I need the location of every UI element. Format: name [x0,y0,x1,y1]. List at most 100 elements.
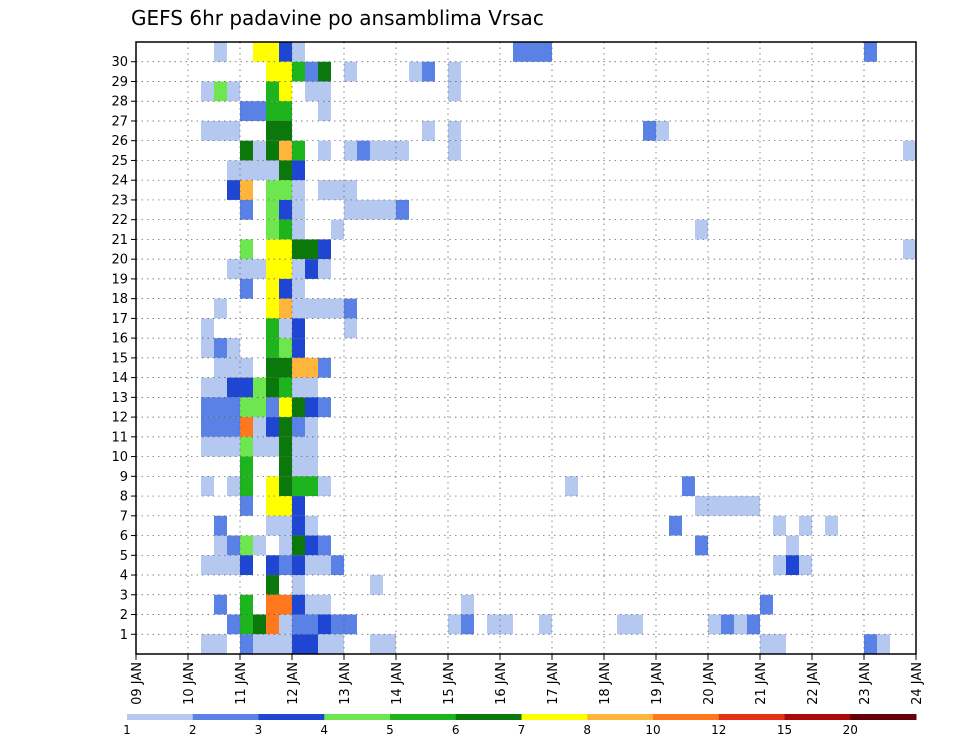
heatmap-cell [292,199,305,220]
heatmap-cell [201,120,214,141]
heatmap-cell [305,436,318,457]
heatmap-cell [760,634,773,654]
heatmap-cell [305,357,318,378]
heatmap-cell [227,357,240,378]
heatmap-cell [266,357,279,378]
heatmap-cell [240,357,253,378]
y-tick-label: 3 [120,588,128,603]
heatmap-cell [266,594,279,615]
heatmap-cell [331,180,344,200]
colorbar-swatch [784,714,851,720]
x-tick-label: 17 JAN [546,662,561,705]
heatmap-cell [266,614,279,635]
heatmap-cell [266,298,279,319]
heatmap-cell [773,634,786,654]
x-tick-label: 16 JAN [494,662,509,705]
heatmap-cell [279,259,292,279]
heatmap-cell [422,120,435,141]
heatmap-cell [318,594,331,615]
heatmap-cell [201,634,214,654]
heatmap-cell [864,634,877,654]
heatmap-cell [292,180,305,200]
heatmap-cell [279,318,292,339]
heatmap-cell [903,239,916,260]
heatmap-cell [240,634,253,654]
heatmap-cell [279,219,292,240]
heatmap-cell [279,180,292,200]
heatmap-cell [253,535,266,556]
heatmap-cell [500,614,513,635]
heatmap-cell [266,278,279,299]
heatmap-cell [292,377,305,398]
heatmap-cell [266,219,279,240]
heatmap-cell [266,61,279,82]
colorbar-label: 2 [189,723,197,737]
heatmap-cell [292,515,305,536]
colorbar-label: 4 [320,723,328,737]
heatmap-cell [279,42,292,62]
colorbar-label: 6 [452,723,460,737]
heatmap-cell [305,555,318,576]
heatmap-cell [786,555,799,576]
heatmap-cell [253,101,266,121]
heatmap-cell [305,594,318,615]
heatmap-cell [305,377,318,398]
y-tick-label: 24 [111,174,128,189]
heatmap-cell [344,140,357,161]
heatmap-cell [266,199,279,220]
heatmap-cell [227,338,240,358]
x-axis-ticks: 09 JAN 10 JAN 11 JAN 12 JAN 13 JAN 14 JAN 15 J… [130,654,925,705]
y-tick-label: 1 [120,628,128,643]
heatmap-cell [240,594,253,615]
colorbar-label: 12 [711,723,726,737]
heatmap-cell [201,81,214,102]
heatmap-cell [318,614,331,635]
y-tick-label: 27 [111,114,128,129]
colorbar-label: 8 [583,723,591,737]
heatmap-cell [383,140,396,161]
heatmap-cell [305,239,318,260]
heatmap-cell [279,61,292,82]
y-tick-label: 8 [120,490,128,505]
heatmap-cell [253,397,266,418]
heatmap-cell [331,298,344,319]
heatmap-cell [201,436,214,457]
heatmap-cell [461,614,474,635]
heatmap-cell [292,456,305,477]
heatmap-cell [292,614,305,635]
heatmap-cell [253,140,266,161]
heatmap-cell [864,42,877,62]
y-tick-label: 5 [120,549,128,564]
heatmap-cell [383,199,396,220]
x-tick-label: 12 JAN [286,662,301,705]
heatmap-cell [695,535,708,556]
heatmap-cell [240,278,253,299]
heatmap-cell [318,180,331,200]
heatmap-cell [292,61,305,82]
heatmap-cell [292,496,305,516]
heatmap-cell [513,42,526,62]
heatmap-cell [409,61,422,82]
x-tick-label: 14 JAN [390,662,405,705]
heatmap-cell [266,397,279,418]
x-tick-label: 20 JAN [702,662,717,705]
heatmap-cell [799,515,812,536]
x-tick-label: 10 JAN [182,662,197,705]
colorbar-label: 7 [518,723,526,737]
heatmap-cell [279,160,292,181]
heatmap-cell [253,160,266,181]
heatmap-cell [253,377,266,398]
heatmap-cell [266,575,279,595]
heatmap-cell [279,298,292,319]
heatmap-cell [266,81,279,102]
y-tick-label: 14 [111,371,128,386]
y-tick-label: 6 [120,529,128,544]
heatmap-cell [279,338,292,358]
y-tick-label: 20 [111,253,128,268]
heatmap-cell [318,239,331,260]
heatmap-cell [526,42,539,62]
heatmap-cell [240,436,253,457]
heatmap-cell [318,535,331,556]
heatmap-cell [305,259,318,279]
